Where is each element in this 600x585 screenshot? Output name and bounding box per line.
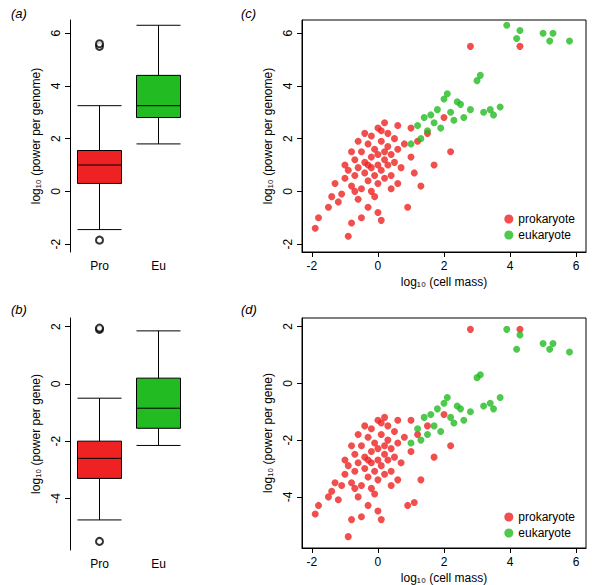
svg-text:4: 4 <box>281 82 295 89</box>
svg-text:(d): (d) <box>241 302 257 317</box>
svg-text:-2: -2 <box>49 238 63 249</box>
svg-text:4: 4 <box>49 82 63 89</box>
svg-text:-2: -2 <box>281 434 295 445</box>
svg-text:2: 2 <box>281 135 295 142</box>
svg-text:prokaryote: prokaryote <box>518 212 575 226</box>
svg-text:4: 4 <box>507 259 514 273</box>
svg-text:log₁₀ (power per gene): log₁₀ (power per gene) <box>261 373 275 493</box>
svg-text:-2: -2 <box>49 436 63 447</box>
svg-text:2: 2 <box>49 135 63 142</box>
svg-text:6: 6 <box>49 30 63 37</box>
svg-text:prokaryote: prokaryote <box>518 510 575 524</box>
svg-text:log₁₀ (cell mass): log₁₀ (cell mass) <box>401 571 487 585</box>
svg-text:6: 6 <box>573 259 580 273</box>
svg-text:-4: -4 <box>281 491 295 502</box>
svg-text:0: 0 <box>281 380 295 387</box>
svg-text:-2: -2 <box>307 555 318 569</box>
svg-text:6: 6 <box>281 30 295 37</box>
svg-text:log₁₀ (power per genome): log₁₀ (power per genome) <box>29 68 43 204</box>
svg-text:2: 2 <box>441 259 448 273</box>
svg-text:2: 2 <box>441 555 448 569</box>
svg-text:Eu: Eu <box>151 557 166 571</box>
svg-text:0: 0 <box>375 555 382 569</box>
svg-text:2: 2 <box>281 323 295 330</box>
svg-text:4: 4 <box>507 555 514 569</box>
svg-text:0: 0 <box>375 259 382 273</box>
svg-text:(b): (b) <box>11 302 27 317</box>
svg-text:(a): (a) <box>11 6 27 21</box>
svg-text:2: 2 <box>49 323 63 330</box>
svg-text:6: 6 <box>573 555 580 569</box>
svg-text:0: 0 <box>49 380 63 387</box>
svg-text:Pro: Pro <box>90 557 109 571</box>
svg-text:-4: -4 <box>49 493 63 504</box>
svg-text:log₁₀ (power per gene): log₁₀ (power per gene) <box>29 374 43 494</box>
svg-text:Pro: Pro <box>90 259 109 273</box>
svg-text:log₁₀ (cell mass): log₁₀ (cell mass) <box>401 275 487 289</box>
svg-text:eukaryote: eukaryote <box>518 526 571 540</box>
svg-text:-2: -2 <box>281 238 295 249</box>
svg-text:0: 0 <box>49 188 63 195</box>
svg-text:(c): (c) <box>241 6 256 21</box>
svg-text:Eu: Eu <box>151 259 166 273</box>
svg-text:eukaryote: eukaryote <box>518 228 571 242</box>
svg-text:log₁₀ (power per genome): log₁₀ (power per genome) <box>261 68 275 204</box>
svg-text:-2: -2 <box>307 259 318 273</box>
svg-text:0: 0 <box>281 188 295 195</box>
